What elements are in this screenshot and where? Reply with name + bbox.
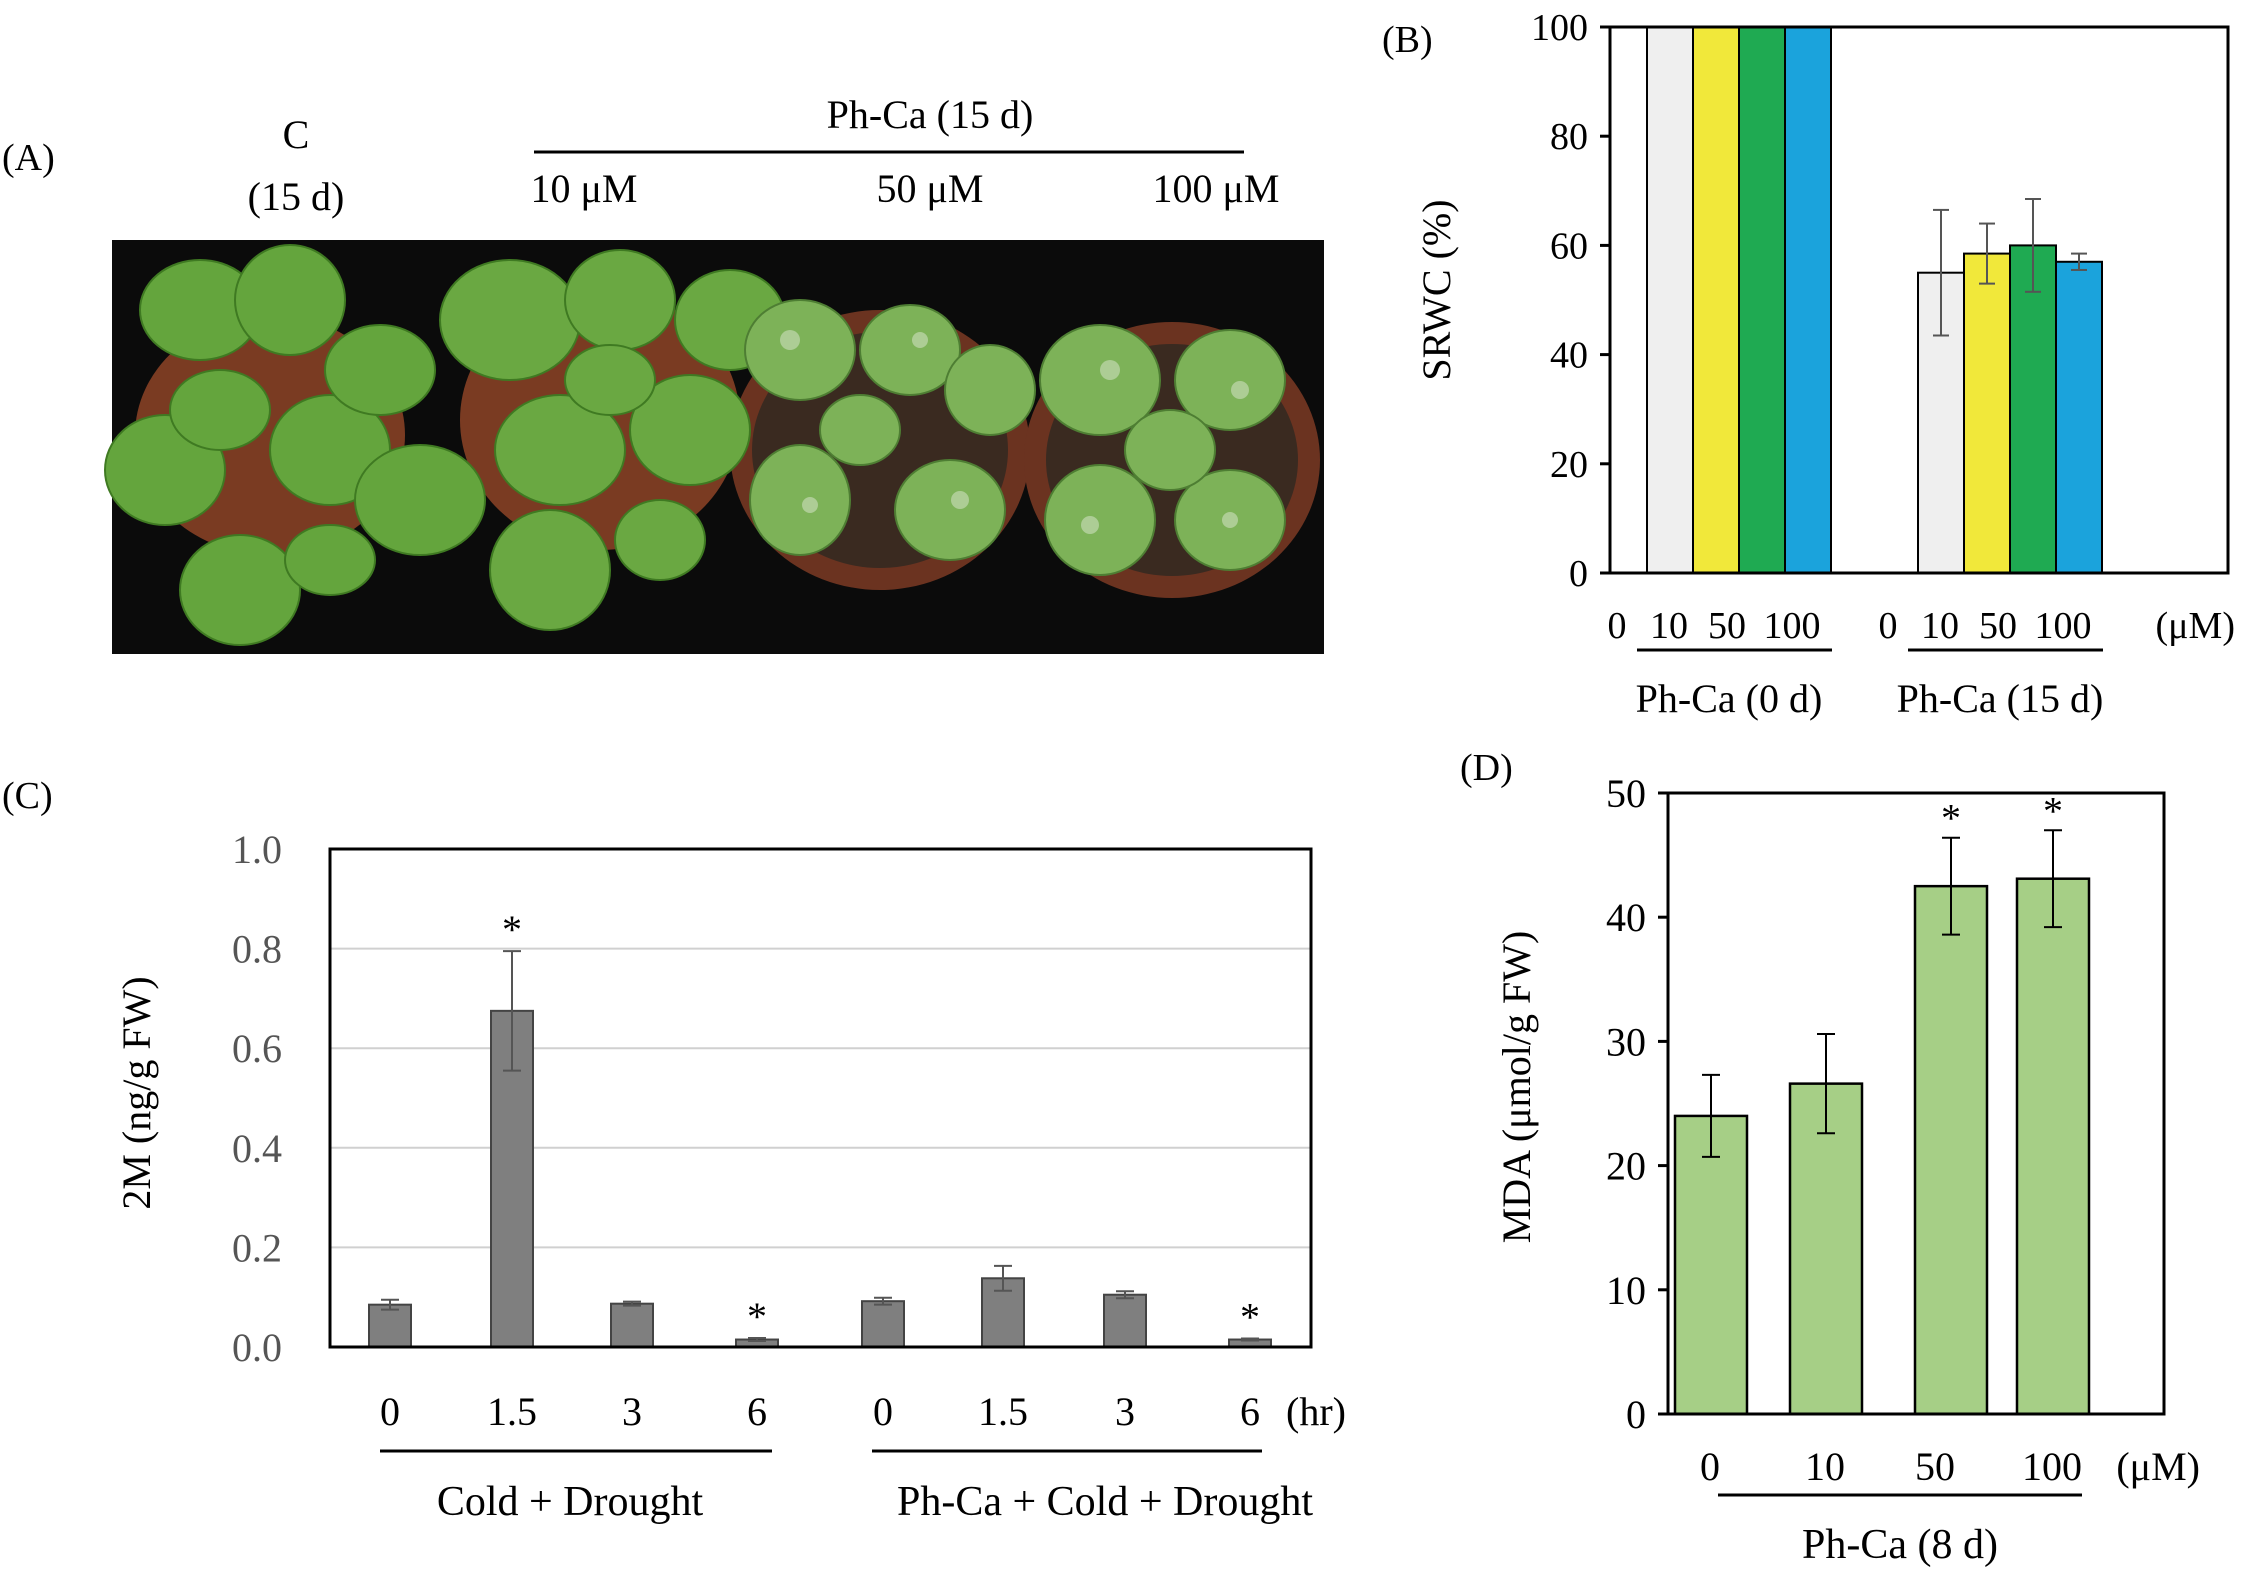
plot-frame <box>1666 791 2166 1416</box>
panel-c-label: (C) <box>2 775 53 817</box>
unit-label: (μM) <box>2156 605 2235 647</box>
y-tick-label: 60 <box>1550 225 1588 267</box>
panel-a-label: (A) <box>2 137 55 179</box>
significance-marker: * <box>1941 796 1961 841</box>
bar <box>1692 26 1740 574</box>
y-axis-label: SRWC (%) <box>1414 199 1459 380</box>
concentration-label: 10 μM <box>530 166 637 211</box>
x-tick-label: 3 <box>622 1389 642 1434</box>
y-axis-label: MDA (μmol/g FW) <box>1494 931 1539 1244</box>
bar <box>1963 252 2011 574</box>
y-tick-label: 20 <box>1606 1144 1646 1189</box>
x-tick-label: 6 <box>747 1389 767 1434</box>
control-duration: (15 d) <box>248 174 345 219</box>
panel-a: (A) C (15 d) Ph-Ca (15 d) 10 μM 50 μM 10… <box>0 0 1330 670</box>
y-tick-label: 100 <box>1531 7 1588 49</box>
bar <box>1784 26 1832 574</box>
x-tick-label: 0 <box>1700 1444 1720 1489</box>
group-label: Cold + Drought <box>437 1479 704 1525</box>
chart-mda: (D) MDA (μmol/g FW) 0 10 20 30 40 50 * * 0 10 50… <box>1460 747 2200 1568</box>
concentration-label: 100 μM <box>1152 166 1279 211</box>
y-tick-label: 40 <box>1606 895 1646 940</box>
x-tick-label: 50 <box>1708 605 1746 647</box>
x-tick-label: 50 <box>1915 1444 1955 1489</box>
x-tick-label: 3 <box>1115 1389 1135 1434</box>
bar <box>1103 1293 1147 1349</box>
y-tick-label: 0.2 <box>232 1225 282 1270</box>
bar <box>2015 877 2091 1416</box>
x-tick-label: 100 <box>2035 605 2092 647</box>
y-tick-label: 10 <box>1606 1268 1646 1313</box>
group-label: Ph-Ca (0 d) <box>1636 676 1823 721</box>
unit-label: (hr) <box>1286 1389 1346 1434</box>
plant-photo <box>104 240 1324 654</box>
y-tick-label: 80 <box>1550 116 1588 158</box>
x-tick-label: 50 <box>1979 605 2017 647</box>
x-tick-label: 6 <box>1240 1389 1260 1434</box>
panel-d-label: (D) <box>1460 747 1513 789</box>
control-label: C <box>283 112 310 157</box>
x-tick-label: 10 <box>1921 605 1959 647</box>
x-tick-label: 0 <box>1608 605 1627 647</box>
bar <box>2055 260 2103 574</box>
x-tick-label: 100 <box>2022 1444 2082 1489</box>
x-tick-label: 100 <box>1764 605 1821 647</box>
x-tick-label: 1.5 <box>487 1389 537 1434</box>
y-tick-label: 0 <box>1569 553 1588 595</box>
bar <box>2009 244 2057 574</box>
unit-label: (μM) <box>2116 1444 2200 1489</box>
group-label: Ph-Ca (8 d) <box>1802 1522 1998 1568</box>
y-tick-label: 0.0 <box>232 1325 282 1370</box>
y-tick-label: 0.6 <box>232 1026 282 1071</box>
concentration-label: 50 μM <box>876 166 983 211</box>
panel-d: (D) MDA (μmol/g FW) 0 10 20 30 40 50 * * 0 10 50… <box>1400 740 2242 1574</box>
x-tick-label: 0 <box>1879 605 1898 647</box>
significance-marker: * <box>1240 1295 1260 1340</box>
y-axis-label: 2M (ng/g FW) <box>114 976 159 1209</box>
group-label: Ph-Ca (15 d) <box>1897 676 2104 721</box>
plot-frame <box>328 847 1313 1349</box>
significance-marker: * <box>502 907 522 952</box>
bar <box>368 1303 412 1348</box>
plant-50uM <box>744 299 1036 561</box>
panel-b: (B) SRWC (%) 0 20 40 60 80 100 0 10 50 100 Ph-Ca … <box>1360 0 2242 740</box>
bar <box>1646 26 1694 574</box>
control-plant <box>104 244 486 646</box>
bar <box>1673 1114 1749 1416</box>
treatment-label: Ph-Ca (15 d) <box>827 92 1034 137</box>
x-tick-label: 0 <box>873 1389 893 1434</box>
y-tick-label: 40 <box>1550 335 1588 377</box>
plot-frame <box>1608 25 2230 575</box>
chart-2m: (C) 2M (ng/g FW) ** * 0.00.20.40.60.81.0 … <box>2 775 1346 1525</box>
y-tick-label: 20 <box>1550 444 1588 486</box>
y-tick-label: 1.0 <box>232 827 282 872</box>
x-tick-label: 0 <box>380 1389 400 1434</box>
panel-b-label: (B) <box>1382 19 1433 61</box>
y-tick-label: 30 <box>1606 1019 1646 1064</box>
significance-marker: * <box>747 1294 767 1339</box>
y-tick-label: 0 <box>1626 1392 1646 1437</box>
y-tick-label: 50 <box>1606 771 1646 816</box>
bar <box>861 1300 905 1349</box>
panel-c: (C) 2M (ng/g FW) * * * 0.0 0.2 0.4 0.6 0.8 1.0 … <box>0 760 1400 1560</box>
x-tick-label: 10 <box>1650 605 1688 647</box>
plant-10uM <box>439 249 786 631</box>
bar <box>1913 884 1989 1416</box>
y-tick-label: 0.4 <box>232 1126 282 1171</box>
bar <box>610 1302 654 1349</box>
bar <box>1788 1082 1864 1416</box>
group-label: Ph-Ca + Cold + Drought <box>897 1479 1313 1525</box>
panel-a-figure: (A) C (15 d) Ph-Ca (15 d) 10 μM 50 μM 10… <box>2 92 1324 654</box>
x-tick-label: 10 <box>1805 1444 1845 1489</box>
bar <box>1738 26 1786 574</box>
significance-marker: * <box>2043 788 2063 833</box>
x-tick-label: 1.5 <box>978 1389 1028 1434</box>
y-tick-label: 0.8 <box>232 927 282 972</box>
